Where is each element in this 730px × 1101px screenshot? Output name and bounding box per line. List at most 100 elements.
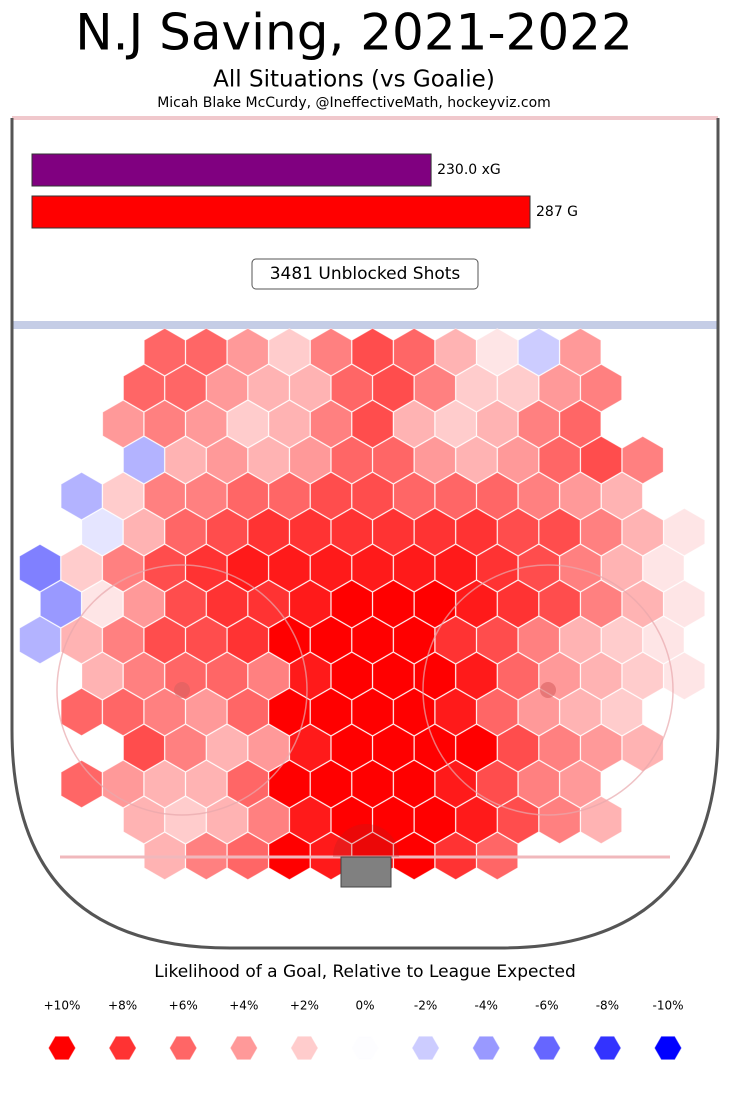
credit: Micah Blake McCurdy, @IneffectiveMath, h… (157, 95, 551, 111)
hex (476, 472, 519, 520)
hex (123, 364, 165, 412)
hex (60, 472, 103, 520)
hex (434, 328, 477, 376)
hex (663, 652, 706, 700)
hex (331, 796, 373, 844)
hex (331, 436, 373, 484)
hex (455, 796, 498, 844)
hex (580, 436, 622, 484)
faceoff-circle (422, 564, 674, 816)
hex (185, 616, 228, 664)
hex (268, 616, 311, 664)
hex (601, 544, 643, 592)
legend-swatch (48, 1036, 76, 1060)
hex (289, 796, 331, 844)
legend-label: -6% (535, 999, 558, 1013)
hex (310, 328, 352, 376)
hex (102, 760, 144, 808)
hex (268, 328, 311, 376)
hex (497, 364, 539, 412)
rink-markings (10, 118, 720, 950)
hex (351, 688, 394, 736)
legend-swatch (593, 1036, 621, 1060)
hex (351, 544, 394, 592)
hex (372, 796, 415, 844)
hex (268, 544, 311, 592)
faceoff-circle (56, 564, 308, 816)
hex (185, 400, 228, 448)
legend-label: -2% (414, 999, 437, 1013)
hex (538, 796, 581, 844)
hex (351, 328, 394, 376)
hex (663, 580, 706, 628)
hex (164, 364, 207, 412)
hex (414, 652, 456, 700)
hex (331, 652, 373, 700)
hex (289, 580, 331, 628)
hex (434, 760, 477, 808)
chart-subtitle: All Situations (vs Goalie) (213, 67, 495, 93)
hex (143, 616, 186, 664)
hex (60, 616, 103, 664)
bar-label: 287 G (536, 204, 578, 220)
hex (143, 328, 186, 376)
chart-title: N.J Saving, 2021-2022 (75, 4, 633, 62)
hex (227, 760, 269, 808)
legend-swatch (351, 1036, 379, 1060)
faceoff-dot (540, 682, 556, 698)
hex (434, 400, 477, 448)
rink (12, 116, 718, 329)
hex (206, 580, 248, 628)
hex (601, 616, 643, 664)
hex (185, 688, 228, 736)
hex (143, 760, 186, 808)
hex (580, 796, 622, 844)
hex (268, 688, 311, 736)
hex (393, 472, 435, 520)
hex (164, 508, 207, 556)
shots-label: 3481 Unblocked Shots (270, 264, 461, 284)
hex (372, 724, 415, 772)
hex (622, 436, 664, 484)
legend-swatch (412, 1036, 440, 1060)
hex (289, 724, 331, 772)
hex (414, 436, 456, 484)
hex (289, 508, 331, 556)
hex (227, 328, 269, 376)
hex (123, 508, 165, 556)
hex (102, 472, 144, 520)
hex (476, 760, 519, 808)
hex (414, 796, 456, 844)
hex (642, 544, 685, 592)
hex (455, 508, 498, 556)
hex (393, 760, 435, 808)
hex (476, 544, 519, 592)
hex (455, 364, 498, 412)
hex (497, 580, 539, 628)
hex (455, 652, 498, 700)
hex (518, 472, 560, 520)
hex (393, 328, 435, 376)
hex (622, 508, 664, 556)
hex (310, 472, 352, 520)
hex (60, 760, 103, 808)
hex (580, 724, 622, 772)
hex (268, 760, 311, 808)
hex (247, 436, 290, 484)
hex (434, 688, 477, 736)
hex (393, 400, 435, 448)
shots-box (251, 258, 479, 290)
hex (538, 436, 581, 484)
hex (538, 724, 581, 772)
hex (434, 616, 477, 664)
legend: +10% +8% +6% +4% +2% 0% -2% -4% -6% -8% -10% (44, 999, 684, 1060)
hex (497, 436, 539, 484)
hex (185, 472, 228, 520)
hex (351, 616, 394, 664)
hex (455, 436, 498, 484)
legend-label: +2% (290, 999, 319, 1013)
hex (518, 400, 560, 448)
hex (518, 760, 560, 808)
hex (123, 724, 165, 772)
hex (351, 760, 394, 808)
